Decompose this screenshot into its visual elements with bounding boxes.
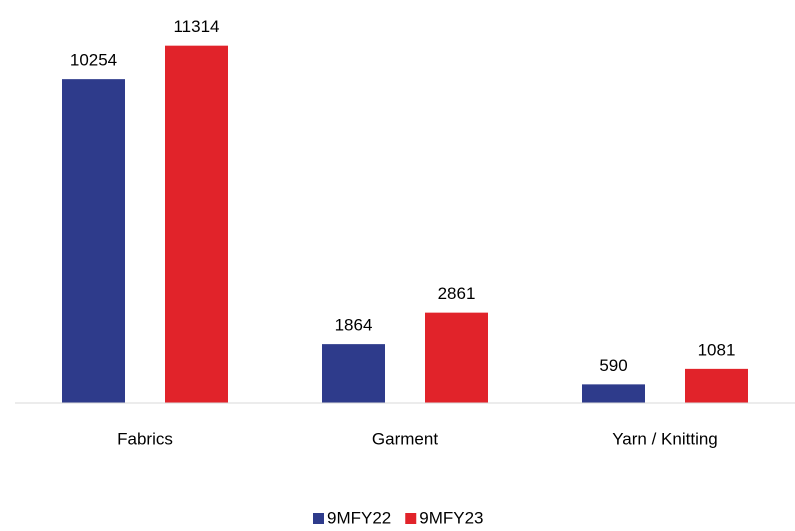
legend-swatch	[405, 513, 417, 524]
bar	[62, 79, 125, 403]
data-label: 10254	[70, 51, 117, 70]
bar	[322, 344, 385, 403]
x-tick-label: Fabrics	[117, 429, 173, 448]
legend-label: 9MFY23	[419, 508, 483, 527]
legend-label: 9MFY22	[327, 508, 391, 527]
data-label: 1864	[335, 316, 373, 335]
bar	[582, 384, 645, 403]
x-tick-label: Yarn / Knitting	[612, 429, 718, 448]
bar	[685, 368, 748, 403]
data-label: 1081	[698, 340, 736, 359]
data-label: 2861	[438, 284, 476, 303]
x-tick-label: Garment	[372, 429, 438, 448]
data-label: 590	[599, 356, 627, 375]
data-label: 11314	[173, 17, 219, 36]
legend-swatch	[313, 513, 324, 524]
bar	[165, 45, 228, 403]
bar	[425, 312, 488, 403]
